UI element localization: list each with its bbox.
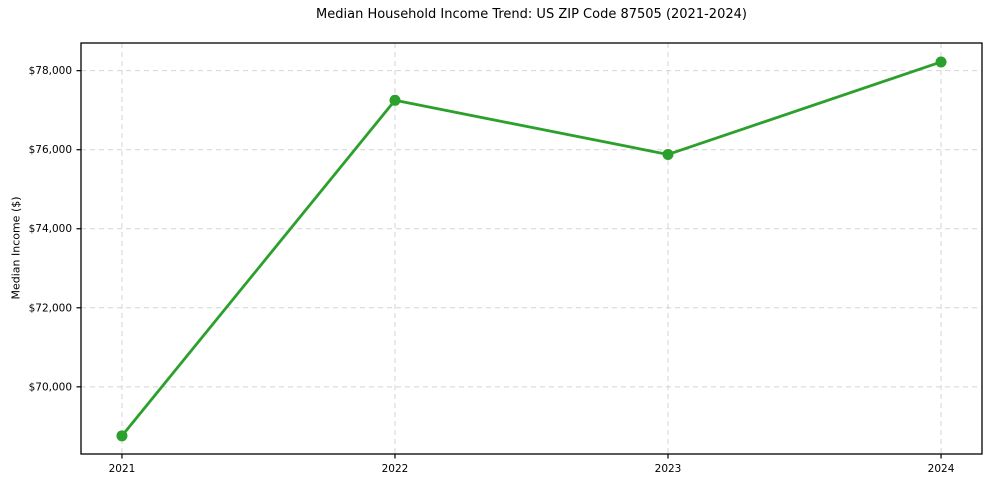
data-point-2021 [116, 430, 128, 442]
income-trend-line [120, 60, 943, 438]
x-tick-label: 2024 [928, 463, 955, 475]
plot-border [80, 42, 983, 455]
x-tick-label: 2022 [382, 463, 409, 475]
y-tick-label: $78,000 [29, 65, 72, 77]
y-tick-label: $70,000 [29, 381, 72, 393]
y-tick-label: $74,000 [29, 223, 72, 235]
y-tick-label: $72,000 [29, 302, 72, 314]
x-tick-label: 2023 [655, 463, 682, 475]
y-tick-label: $76,000 [29, 144, 72, 156]
x-tick-label: 2021 [109, 463, 136, 475]
chart-title: Median Household Income Trend: US ZIP Co… [316, 7, 747, 22]
data-point-2023 [662, 148, 674, 160]
data-point-2024 [935, 56, 947, 68]
data-point-2022 [389, 94, 401, 106]
